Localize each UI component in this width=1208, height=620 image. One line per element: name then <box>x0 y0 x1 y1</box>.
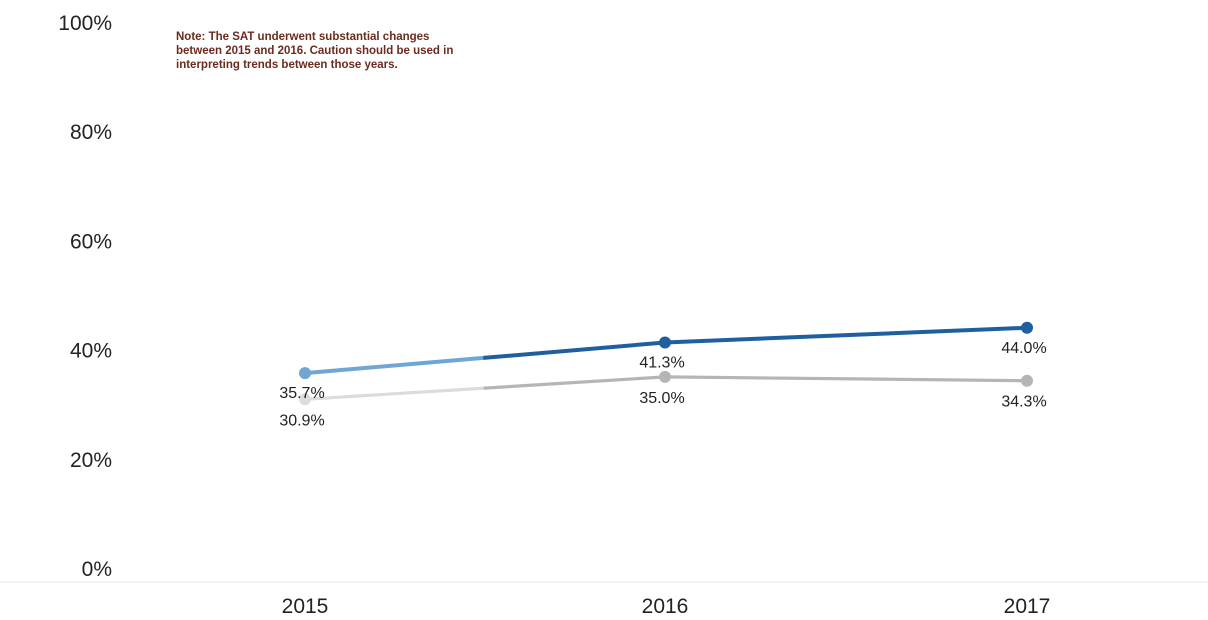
data-label: 34.3% <box>1001 394 1046 411</box>
data-point <box>659 336 671 349</box>
y-tick-label: 0% <box>82 558 112 581</box>
series-line-segment <box>303 355 487 376</box>
data-point <box>1021 321 1033 334</box>
data-point <box>299 367 311 380</box>
y-axis: 0% 20% 40% 60% 80% 100% <box>58 12 112 581</box>
data-label: 35.7% <box>279 385 324 402</box>
series-line-segment <box>483 340 667 360</box>
data-label: 30.9% <box>279 412 324 429</box>
x-tick-label: 2016 <box>642 595 689 618</box>
series-line-segment <box>483 375 667 390</box>
series-layer <box>299 321 1033 406</box>
chart-note: Note: The SAT underwent substantial chan… <box>176 31 454 71</box>
x-axis: 2015 2016 2017 <box>282 595 1051 618</box>
y-tick-label: 80% <box>70 121 112 144</box>
y-tick-label: 60% <box>70 230 112 253</box>
series-line-segment <box>303 386 487 401</box>
x-tick-label: 2017 <box>1004 595 1051 618</box>
data-label: 35.0% <box>639 390 684 407</box>
x-tick-label: 2015 <box>282 595 329 618</box>
data-point <box>299 393 311 406</box>
data-point <box>659 370 671 383</box>
data-labels: 35.7% 41.3% 44.0% 30.9% 35.0% 34.3% <box>279 340 1046 430</box>
data-label: 44.0% <box>1001 340 1046 357</box>
y-tick-label: 40% <box>70 340 112 363</box>
data-point <box>1021 374 1033 387</box>
data-label: 41.3% <box>639 355 684 372</box>
y-tick-label: 20% <box>70 449 112 472</box>
y-tick-label: 100% <box>58 12 112 35</box>
series-line-segment <box>663 375 1029 383</box>
series-line-segment <box>663 325 1029 345</box>
